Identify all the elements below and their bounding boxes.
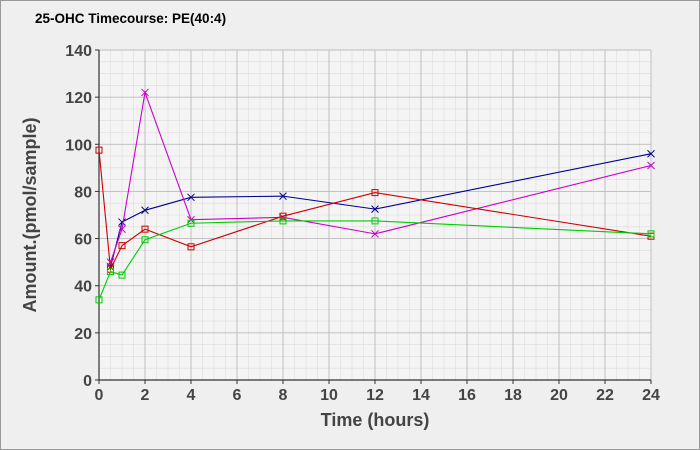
data-point (187, 219, 195, 227)
data-point (141, 225, 149, 233)
x-tick-label: 18 (504, 387, 522, 404)
data-point (647, 230, 655, 238)
marker-stroke (371, 205, 379, 213)
x-tick-label: 12 (366, 387, 384, 404)
marker-stroke (371, 230, 379, 238)
data-point (371, 205, 379, 213)
y-axis-label: Amount.(pmol/sample) (20, 117, 40, 312)
y-tick-label: 40 (74, 279, 92, 296)
data-point (107, 268, 114, 276)
data-point (95, 146, 103, 154)
marker-stroke (118, 218, 126, 226)
x-tick-label: 4 (187, 387, 196, 404)
data-point (647, 149, 655, 158)
x-tick-label: 10 (320, 387, 338, 404)
x-tick-label: 24 (642, 387, 660, 404)
marker-stroke (118, 225, 126, 233)
data-point (118, 271, 126, 279)
y-tick-label: 140 (65, 43, 92, 60)
series-line (98, 150, 652, 272)
x-tick-label: 14 (412, 387, 430, 404)
series-line (98, 220, 652, 301)
x-axis-label: Time (hours) (321, 410, 430, 430)
data-point (279, 192, 287, 200)
data-point (141, 88, 149, 97)
x-tick-label: 8 (279, 387, 288, 404)
data-point (118, 242, 126, 250)
marker-stroke (106, 258, 115, 266)
marker-stroke (187, 215, 195, 224)
chart-title: 25-OHC Timecourse: PE(40:4) (35, 11, 227, 26)
data-point (371, 217, 379, 225)
marker-stroke (141, 88, 149, 97)
y-tick-label: 80 (74, 184, 92, 201)
data-point (279, 217, 287, 225)
data-point (95, 296, 103, 304)
x-tick-label: 22 (596, 387, 614, 404)
data-point (118, 218, 126, 226)
series-4 (95, 217, 655, 304)
marker-stroke (647, 149, 655, 158)
y-tick-label: 60 (74, 232, 92, 249)
data-point (187, 193, 195, 202)
data-point (647, 161, 655, 170)
y-tick-label: 0 (83, 373, 92, 390)
x-tick-label: 0 (95, 387, 104, 404)
data-point (371, 189, 379, 197)
x-tick-label: 6 (233, 387, 242, 404)
marker-stroke (647, 161, 655, 170)
marker-stroke (187, 193, 195, 202)
data-point (279, 212, 287, 220)
data-point (187, 215, 195, 224)
data-point (371, 230, 379, 238)
x-tick-label: 2 (141, 387, 150, 404)
marker-stroke (141, 206, 149, 215)
marker-stroke (279, 192, 287, 200)
y-tick-label: 20 (74, 326, 92, 343)
data-point (141, 236, 149, 244)
data-point (187, 243, 195, 251)
y-tick-label: 120 (65, 90, 92, 107)
x-tick-label: 20 (550, 387, 568, 404)
x-tick-label: 16 (458, 387, 476, 404)
data-point (141, 206, 149, 215)
data-point (118, 225, 126, 233)
y-tick-label: 100 (65, 137, 92, 154)
